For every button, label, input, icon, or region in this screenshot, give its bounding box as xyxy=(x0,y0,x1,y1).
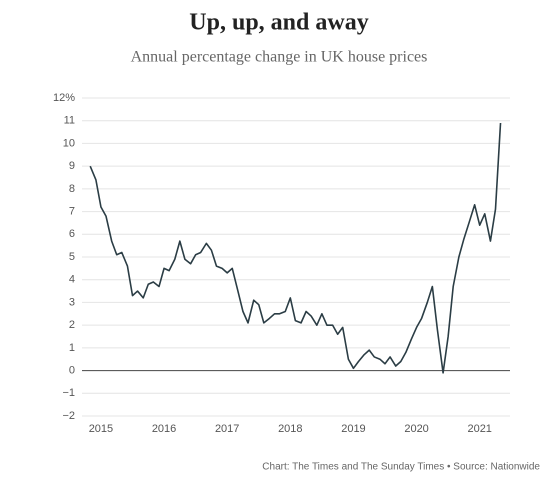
data-line xyxy=(89,122,502,374)
x-tick-label: 2021 xyxy=(467,423,491,435)
x-tick-label: 2017 xyxy=(215,423,239,435)
y-tick-label: 12% xyxy=(53,92,75,104)
y-tick-label: 9 xyxy=(69,160,75,172)
chart-subtitle: Annual percentage change in UK house pri… xyxy=(131,49,428,66)
x-tick-label: 2020 xyxy=(404,423,428,435)
y-tick-label: 10 xyxy=(63,137,75,149)
y-tick-label: −2 xyxy=(62,410,75,422)
y-tick-label: 5 xyxy=(69,251,75,263)
y-tick-label: −1 xyxy=(62,387,75,399)
y-tick-label: 2 xyxy=(69,319,75,331)
y-tick-label: 6 xyxy=(69,228,75,240)
chart-title: Up, up, and away xyxy=(189,10,368,36)
x-tick-label: 2016 xyxy=(152,423,176,435)
y-tick-label: 11 xyxy=(64,115,75,127)
y-tick-label: 0 xyxy=(69,364,75,376)
x-tick-label: 2018 xyxy=(278,423,302,435)
x-tick-label: 2015 xyxy=(89,423,113,435)
y-tick-label: 7 xyxy=(69,205,75,217)
y-tick-label: 8 xyxy=(69,183,75,195)
y-tick-label: 4 xyxy=(69,274,75,286)
y-tick-label: 1 xyxy=(69,342,75,354)
x-tick-label: 2019 xyxy=(341,423,365,435)
source-note: Chart: The Times and The Sunday Times • … xyxy=(262,462,540,473)
y-tick-label: 3 xyxy=(69,296,75,308)
